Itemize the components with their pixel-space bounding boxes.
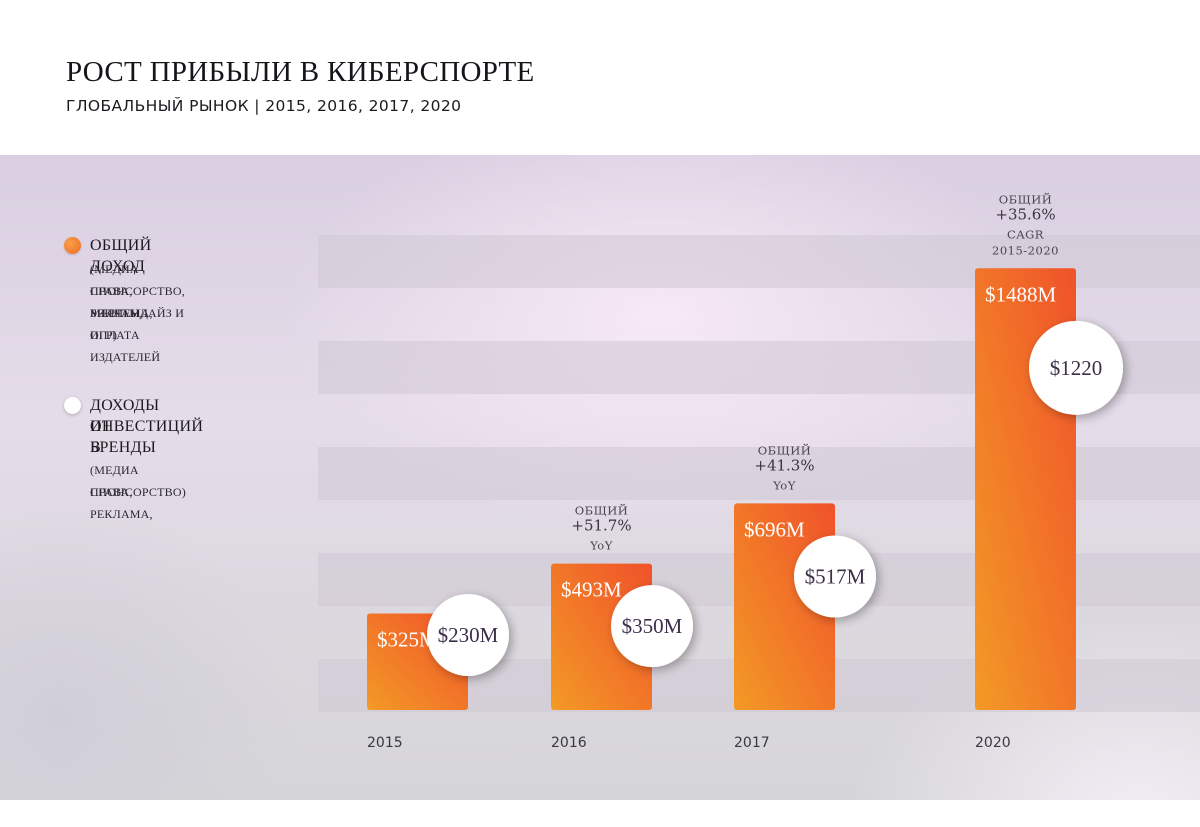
- x-tick-label: 2017: [734, 735, 770, 751]
- legend-brands-label-line: БРЕНДЫ: [90, 439, 157, 456]
- x-tick-label: 2016: [551, 735, 587, 751]
- circle-value-label: $1220: [1050, 356, 1103, 380]
- legend-total-label: ОБЩИЙ ДОХОД: [90, 237, 152, 275]
- circle-brands: [794, 535, 876, 618]
- growth-annotation-line: +51.7%: [571, 517, 631, 535]
- growth-annotation-line: CAGR: [1007, 227, 1044, 241]
- orange-dot-icon: [64, 237, 81, 254]
- bar-value-label: $696M: [744, 517, 805, 541]
- legend-total-note-line: ИГР): [90, 328, 118, 342]
- growth-annotation-line: +35.6%: [995, 205, 1055, 223]
- chart-subtitle: ГЛОБАЛЬНЫЙ РЫНОК | 2015, 2016, 2017, 202…: [66, 97, 462, 115]
- bar-value-label: $493M: [561, 578, 622, 602]
- legend-total-note-line: БИЛЕТЫ, ОПЛАТА ИЗДАТЕЛЕЙ: [90, 306, 161, 364]
- growth-annotation-line: YoY: [772, 478, 796, 492]
- circle-brands: [611, 585, 693, 668]
- bar-value-label: $1488M: [985, 282, 1057, 306]
- growth-annotation-line: +41.3%: [754, 456, 814, 474]
- growth-annotation-line: 2015-2020: [992, 243, 1059, 257]
- growth-annotation-line: ОБЩИЙ: [999, 192, 1053, 206]
- legend-total-note-line: (МЕДИА ПРАВА, РЕКЛАМА,: [90, 262, 153, 320]
- legend-brands-note-line: (МЕДИА ПРАВА, РЕКЛАМА,: [90, 463, 153, 521]
- growth-annotation-line: YoY: [589, 539, 613, 553]
- legend-brands-label-line: ДОХОДЫ ОТ: [90, 397, 160, 435]
- circle-value-label: $230M: [438, 623, 499, 647]
- growth-annotation-line: ОБЩИЙ: [758, 443, 812, 457]
- circle-value-label: $350M: [622, 614, 683, 638]
- legend-brands-note-line: СПОНСОРСТВО): [90, 485, 186, 499]
- x-tick-label: 2020: [975, 735, 1011, 751]
- growth-annotation-line: ОБЩИЙ: [575, 504, 629, 518]
- legend-total-note-line: СПОНСОРСТВО, МЕРЧЕНДАЙЗ И: [90, 284, 185, 320]
- circle-brands: [427, 594, 509, 676]
- x-tick-label: 2015: [367, 735, 403, 751]
- circle-brands: [1029, 320, 1123, 415]
- white-dot-icon: [64, 397, 81, 414]
- chart-title: РОСТ ПРИБЫЛИ В КИБЕРСПОРТЕ: [66, 56, 535, 88]
- circle-value-label: $517M: [805, 565, 866, 589]
- legend-brands-label-line: ИНВЕСТИЦИЙ В: [90, 418, 204, 456]
